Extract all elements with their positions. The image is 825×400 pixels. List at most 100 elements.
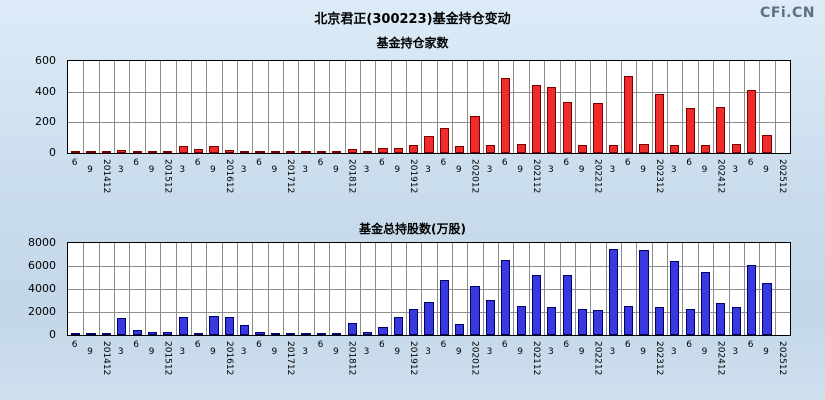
x-tick-label: 6 <box>501 340 508 350</box>
x-tick-label: 202012 <box>469 159 480 194</box>
bar <box>332 333 342 335</box>
horizontal-gridline <box>68 92 790 93</box>
y-tick-label: 600 <box>35 54 56 67</box>
x-tick-label: 9 <box>578 347 585 357</box>
horizontal-gridline <box>68 289 790 290</box>
bar <box>424 136 434 153</box>
vertical-gridline <box>759 61 761 153</box>
x-tick-label: 9 <box>701 347 708 357</box>
x-tick-label: 3 <box>732 347 739 357</box>
vertical-gridline <box>405 243 407 335</box>
x-tick-label: 6 <box>747 158 754 168</box>
x-tick-label: 201412 <box>100 159 111 194</box>
vertical-gridline <box>713 61 715 153</box>
x-tick-label: 201712 <box>285 341 296 376</box>
bar <box>316 151 327 153</box>
x-tick-label: 6 <box>379 158 385 168</box>
bar <box>562 274 572 335</box>
x-tick-label: 9 <box>763 165 769 175</box>
bar <box>193 149 204 153</box>
bar <box>593 309 603 335</box>
bar <box>639 249 649 335</box>
bar <box>286 151 296 153</box>
x-tick-label: 6 <box>686 340 693 350</box>
x-tick-label: 6 <box>317 340 324 350</box>
vertical-gridline <box>528 243 530 335</box>
bar <box>286 333 296 335</box>
x-tick-label: 202012 <box>469 341 480 376</box>
x-tick-label: 201612 <box>223 341 234 376</box>
vertical-gridline <box>713 243 715 335</box>
bar <box>393 148 403 153</box>
vertical-gridline <box>605 243 607 335</box>
chart2-x-axis: 6 9 201412 3 6 9 201512 3 6 9 201612 3 6 9 201712 3 6 9 20… <box>67 339 791 385</box>
bar <box>347 322 357 335</box>
vertical-gridline <box>160 61 162 153</box>
bar <box>670 144 680 153</box>
x-tick-label: 3 <box>240 347 247 357</box>
vertical-gridline <box>436 61 438 153</box>
x-tick-label: 3 <box>670 165 677 175</box>
vertical-gridline <box>436 243 438 335</box>
x-tick-label: 3 <box>486 165 493 175</box>
x-tick-label: 3 <box>732 165 739 175</box>
x-tick-label: 6 <box>440 340 447 350</box>
vertical-gridline <box>344 61 346 153</box>
vertical-gridline <box>206 61 208 153</box>
vertical-gridline <box>697 243 699 335</box>
x-tick-label: 9 <box>455 165 462 175</box>
bar <box>654 307 665 335</box>
x-tick-label: 202512 <box>776 341 787 376</box>
bar <box>424 302 434 335</box>
bar <box>240 151 250 153</box>
x-tick-label: 6 <box>747 340 754 350</box>
x-tick-label: 9 <box>455 347 462 357</box>
x-tick-label: 9 <box>517 347 524 357</box>
x-tick-label: 3 <box>302 165 308 175</box>
vertical-gridline <box>160 243 162 335</box>
bar <box>147 151 158 153</box>
vertical-gridline <box>298 61 300 153</box>
vertical-gridline <box>697 61 699 153</box>
bar <box>132 150 142 153</box>
bar <box>101 333 111 335</box>
vertical-gridline <box>774 61 776 153</box>
vertical-gridline <box>129 243 131 335</box>
chart2-y-axis: 0 2000 4000 6000 8000 <box>18 237 62 340</box>
x-tick-label: 201912 <box>408 341 419 376</box>
vertical-gridline <box>743 61 745 153</box>
vertical-gridline <box>651 61 653 153</box>
bar <box>409 144 419 153</box>
vertical-gridline <box>759 243 761 335</box>
bar <box>593 103 603 153</box>
bar <box>147 332 158 335</box>
bar <box>255 332 265 335</box>
bar <box>316 333 327 335</box>
vertical-gridline <box>452 243 454 335</box>
bar <box>71 151 81 153</box>
vertical-gridline <box>313 243 315 335</box>
x-tick-label: 202112 <box>531 341 542 376</box>
x-tick-label: 3 <box>425 347 431 357</box>
bar <box>455 324 465 335</box>
bar <box>439 128 449 153</box>
bar <box>762 283 772 335</box>
bar <box>393 316 403 335</box>
vertical-gridline <box>651 243 653 335</box>
vertical-gridline <box>774 243 776 335</box>
bar <box>624 306 634 335</box>
vertical-gridline <box>574 61 576 153</box>
x-tick-label: 202412 <box>715 341 726 376</box>
x-tick-label: 6 <box>624 158 631 168</box>
x-tick-label: 3 <box>240 165 247 175</box>
x-tick-label: 6 <box>133 340 139 350</box>
x-tick-label: 202212 <box>592 341 603 376</box>
x-tick-label: 6 <box>379 340 385 350</box>
horizontal-gridline <box>68 266 790 267</box>
bar <box>455 146 465 153</box>
cfi-watermark-logo: CFi.CN <box>760 5 815 21</box>
vertical-gridline <box>621 61 623 153</box>
bar <box>332 151 342 153</box>
vertical-gridline <box>390 243 392 335</box>
vertical-gridline <box>390 61 392 153</box>
